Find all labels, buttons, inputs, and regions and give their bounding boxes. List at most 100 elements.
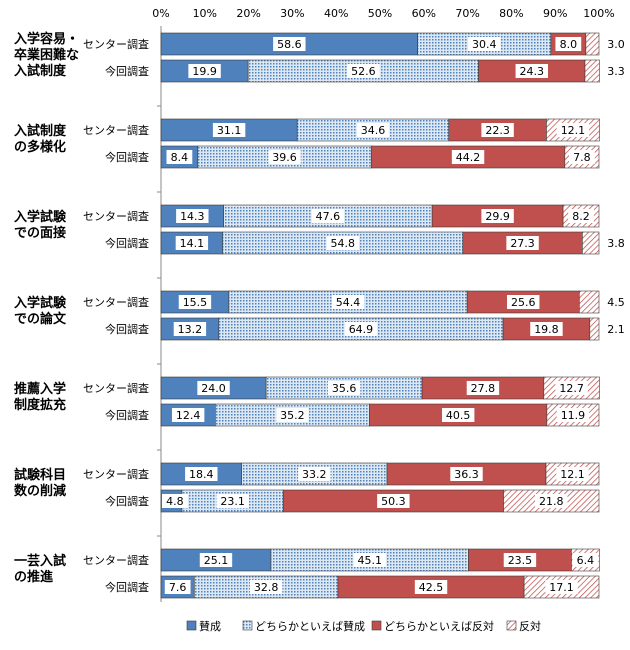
- data-label: 17.1: [549, 581, 574, 594]
- data-label-bg: [556, 467, 589, 481]
- row-label: 今回調査: [105, 150, 149, 164]
- data-label: 23.5: [508, 554, 533, 567]
- data-label: 24.3: [520, 65, 545, 78]
- data-label-bg: [353, 553, 386, 567]
- data-label: 40.5: [446, 409, 471, 422]
- x-tick-label: 10%: [193, 7, 217, 20]
- data-label-bg: [568, 209, 594, 223]
- bar-segment-4: [578, 290, 600, 314]
- data-label-bg: [178, 295, 212, 309]
- data-label: 2.1: [607, 323, 625, 336]
- data-label-bg: [506, 236, 539, 250]
- data-label: 3.8: [607, 237, 625, 250]
- row-label: センター調査: [83, 209, 149, 223]
- data-label-bg: [197, 381, 230, 395]
- bar-segment-4: [582, 231, 600, 255]
- data-label: 3.0: [607, 38, 625, 51]
- legend-label: どちらかといえば賛成: [255, 619, 365, 633]
- data-label: 27.3: [510, 237, 535, 250]
- row-label: センター調査: [83, 381, 149, 395]
- bar-segment-4: [585, 32, 600, 56]
- data-label-bg: [199, 553, 233, 567]
- data-label-bg: [377, 494, 410, 508]
- x-tick-label: 90%: [543, 7, 567, 20]
- data-label: 36.3: [454, 468, 479, 481]
- row-label: センター調査: [83, 295, 149, 309]
- data-label-bg: [185, 467, 218, 481]
- data-label: 19.9: [192, 65, 217, 78]
- category-label: 一芸入試: [14, 553, 66, 569]
- category-label: 数の削減: [14, 483, 66, 499]
- category-label: 入試制度: [14, 123, 67, 139]
- data-label-bg: [331, 295, 365, 309]
- data-label: 14.1: [180, 237, 205, 250]
- data-label-bg: [298, 467, 331, 481]
- legend-label: 反対: [519, 619, 541, 633]
- x-tick-label: 20%: [236, 7, 260, 20]
- data-label: 31.1: [217, 124, 242, 137]
- row-label: 今回調査: [105, 408, 149, 422]
- x-tick-label: 60%: [412, 7, 436, 20]
- category-label: 卒業困難な: [14, 47, 79, 63]
- x-tick-label: 100%: [583, 7, 614, 20]
- bar-segment-4: [589, 317, 600, 341]
- data-label: 54.4: [336, 296, 361, 309]
- data-label: 19.8: [534, 323, 559, 336]
- data-label-bg: [176, 209, 209, 223]
- data-label: 39.6: [272, 151, 297, 164]
- row-label: センター調査: [83, 467, 149, 481]
- data-label-bg: [356, 123, 390, 137]
- data-label: 6.4: [577, 554, 595, 567]
- category-label: 試験科目: [14, 467, 66, 483]
- data-label-bg: [569, 150, 595, 164]
- data-label-bg: [273, 37, 306, 51]
- data-label-bg: [556, 408, 590, 422]
- data-label: 45.1: [357, 554, 382, 567]
- data-label: 11.9: [561, 409, 586, 422]
- data-label: 14.3: [180, 210, 205, 223]
- data-label-bg: [468, 37, 501, 51]
- data-label-bg: [326, 236, 359, 250]
- row-label: 今回調査: [105, 494, 149, 508]
- x-tick-label: 50%: [368, 7, 392, 20]
- data-label-bg: [188, 64, 221, 78]
- data-label-bg: [162, 494, 188, 508]
- data-label-bg: [503, 553, 537, 567]
- data-label-bg: [414, 580, 448, 594]
- data-label: 12.1: [560, 468, 585, 481]
- data-label: 8.2: [572, 210, 590, 223]
- category-label: の推進: [14, 569, 53, 585]
- data-label: 21.8: [539, 495, 564, 508]
- category-label: 入学試験: [14, 295, 67, 311]
- data-label-bg: [556, 123, 590, 137]
- data-label: 13.2: [178, 323, 203, 336]
- data-label-bg: [327, 381, 361, 395]
- category-label: 推薦入学: [14, 381, 66, 397]
- data-label-bg: [515, 64, 548, 78]
- data-label-bg: [311, 209, 345, 223]
- data-label: 27.8: [471, 382, 496, 395]
- data-label: 4.5: [607, 296, 625, 309]
- data-label-bg: [545, 580, 578, 594]
- category-label: 入学試験: [14, 209, 67, 225]
- data-label-bg: [171, 408, 205, 422]
- row-label: 今回調査: [105, 580, 149, 594]
- data-label: 30.4: [472, 38, 497, 51]
- x-tick-label: 0%: [152, 7, 169, 20]
- x-tick-label: 40%: [324, 7, 348, 20]
- data-label-bg: [555, 37, 582, 51]
- data-label-bg: [441, 408, 475, 422]
- category-label: での論文: [14, 311, 67, 327]
- legend-swatch-2: [242, 620, 253, 631]
- data-label-bg: [450, 467, 483, 481]
- data-label-bg: [481, 123, 514, 137]
- data-label: 4.8: [166, 495, 184, 508]
- data-label: 54.8: [331, 237, 356, 250]
- data-label: 12.4: [176, 409, 201, 422]
- data-label: 22.3: [485, 124, 510, 137]
- data-label-bg: [173, 322, 207, 336]
- data-label-bg: [276, 408, 309, 422]
- data-label: 3.3: [607, 65, 625, 78]
